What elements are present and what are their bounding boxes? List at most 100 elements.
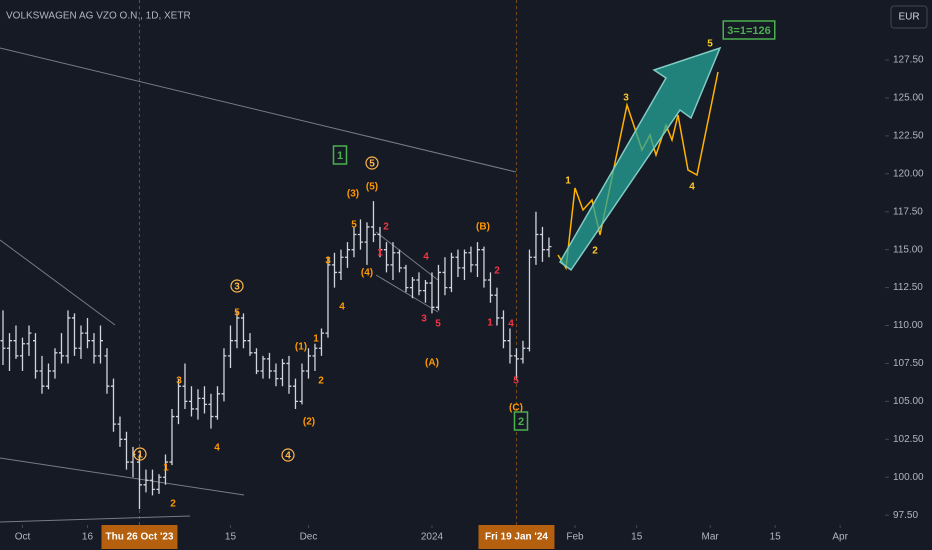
- ohlc-bar: [390, 242, 396, 281]
- ohlc-bar: [533, 211, 539, 265]
- annotation: 1: [163, 463, 169, 474]
- ohlc-bar: [143, 469, 149, 493]
- ohlc-bar: [65, 310, 71, 364]
- annotation-circle: [281, 448, 295, 462]
- ohlc-bar: [351, 226, 357, 258]
- ohlc-bar: [110, 378, 116, 432]
- x-tick-label: Dec: [300, 532, 318, 543]
- ohlc-bar: [500, 310, 506, 349]
- ohlc-bar: [6, 333, 12, 372]
- ohlc-bar: [461, 249, 467, 281]
- annotation: 2: [494, 266, 500, 277]
- ohlc-bar: [292, 378, 298, 409]
- annotation: 4: [285, 451, 291, 462]
- x-tick-label: Mar: [702, 532, 720, 543]
- ohlc-bar: [201, 386, 207, 414]
- y-tick-label: 110.00: [893, 320, 923, 331]
- annotation: 4: [214, 443, 220, 454]
- annotation: 1: [565, 176, 571, 187]
- x-tick-label: 15: [631, 532, 643, 543]
- annotation: 5: [369, 159, 375, 170]
- ohlc-bar: [71, 313, 77, 356]
- annotation: (1): [295, 342, 307, 353]
- annotation: 5: [234, 308, 240, 319]
- trend-line: [0, 47, 517, 173]
- ohlc-bar: [474, 242, 480, 277]
- trend-line: [375, 274, 439, 313]
- annotation: 3: [421, 314, 427, 325]
- annotation: (B): [476, 222, 490, 233]
- annotation: 1: [337, 150, 343, 162]
- annotation: 2: [318, 376, 324, 387]
- marker-badge: [478, 525, 555, 549]
- ohlc-bar: [247, 333, 253, 356]
- ohlc-bar: [26, 325, 32, 356]
- ohlc-bar: [396, 249, 402, 273]
- ohlc-bar: [507, 328, 513, 364]
- ohlc-bar: [214, 386, 220, 420]
- ohlc-bar: [19, 337, 25, 372]
- ohlc-bar: [455, 249, 461, 277]
- ohlc-bar: [312, 343, 318, 372]
- currency-button[interactable]: [890, 5, 928, 29]
- annotation-box: [332, 145, 348, 165]
- ohlc-bar: [182, 363, 188, 409]
- x-tick-label: Oct: [15, 532, 31, 543]
- ohlc-bar: [91, 333, 97, 364]
- y-tick-label: 97.50: [893, 510, 918, 521]
- ohlc-bar: [58, 333, 64, 364]
- ohlc-bar: [39, 355, 45, 394]
- y-tick-label: 105.00: [893, 396, 924, 407]
- annotation: 3=1=126: [727, 25, 770, 37]
- ohlc-bar: [195, 389, 201, 420]
- ohlc-bar: [188, 386, 194, 417]
- y-tick-label: 127.50: [893, 55, 924, 66]
- annotation-circle: [133, 447, 147, 461]
- ohlc-bar: [117, 416, 123, 447]
- ohlc-bar: [409, 276, 415, 299]
- x-tick-label: Feb: [566, 532, 584, 543]
- ohlc-bar: [338, 249, 344, 281]
- annotation: (4): [361, 268, 373, 279]
- annotation: 1: [313, 334, 319, 345]
- annotation-box: [722, 20, 776, 40]
- ohlc-bar: [299, 363, 305, 405]
- ohlc-bar: [240, 313, 246, 349]
- trend-line: [0, 457, 245, 496]
- annotation: 4: [339, 302, 345, 313]
- ohlc-bar: [305, 348, 311, 379]
- ohlc-bar: [403, 264, 409, 293]
- ohlc-bar: [266, 352, 272, 379]
- annotation: 5: [513, 376, 519, 387]
- trend-line: [0, 239, 116, 326]
- annotation: (3): [347, 189, 359, 200]
- trend-lines: [0, 47, 517, 523]
- ohlc-bar: [448, 252, 454, 293]
- y-tick-label: 115.00: [893, 244, 923, 255]
- marker-label: Fri 19 Jan '24: [485, 532, 548, 543]
- ohlc-bar: [104, 348, 110, 394]
- ohlc-bar: [481, 246, 487, 288]
- annotation: (A): [425, 358, 439, 369]
- ohlc-bar: [487, 272, 493, 303]
- ohlc-bar: [344, 242, 350, 268]
- y-tick-label: 102.50: [893, 434, 924, 445]
- ohlc-bar: [227, 325, 233, 369]
- ohlc-bar: [370, 201, 376, 243]
- chart-title: VOLKSWAGEN AG VZO O.N., 1D, XETR: [6, 11, 191, 22]
- ohlc-bar: [208, 393, 214, 429]
- ohlc-bar: [526, 249, 532, 352]
- marker-badge: [101, 525, 178, 549]
- ohlc-bar: [221, 348, 227, 402]
- ohlc-bar: [442, 257, 448, 296]
- ohlc-bar: [331, 252, 337, 288]
- annotation-circle: [365, 156, 379, 170]
- annotation: 2: [518, 416, 524, 428]
- annotation-circle: [230, 279, 244, 293]
- ohlc-bar: [45, 363, 51, 390]
- ohlc-bar: [175, 378, 181, 425]
- ohlc-bar: [416, 272, 422, 296]
- trend-line: [0, 515, 191, 523]
